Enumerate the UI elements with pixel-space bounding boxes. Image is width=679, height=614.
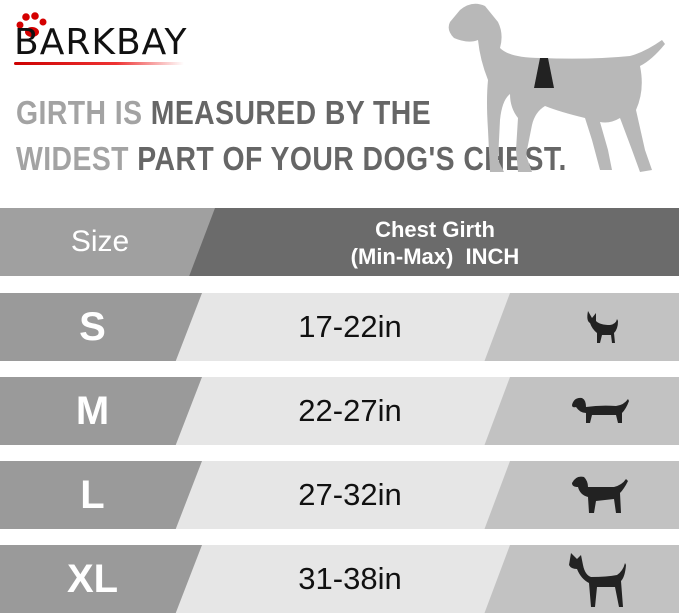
size-label: M xyxy=(75,388,110,433)
headline-text: WIDEST xyxy=(16,140,129,177)
headline-text: GIRTH IS xyxy=(16,94,143,131)
headline-line-1: GIRTH IS MEASURED BY THE xyxy=(16,94,431,132)
labrador-icon xyxy=(570,473,630,522)
size-column-header: Size xyxy=(70,225,130,258)
great-dane-icon xyxy=(567,549,627,614)
girth-range: 27-32in xyxy=(298,477,402,512)
girth-range: 22-27in xyxy=(298,393,402,428)
brand-logo xyxy=(12,10,192,70)
measuring-dog-illustration xyxy=(448,3,665,172)
girth-range: 17-22in xyxy=(298,309,402,344)
table-header: Size Chest Girth (Min-Max) INCH xyxy=(0,208,679,276)
table-row: L 27-32in xyxy=(0,461,679,529)
chihuahua-icon xyxy=(582,309,622,350)
girth-column-header: Chest Girth (Min-Max) INCH xyxy=(300,216,570,270)
table-row: S 17-22in xyxy=(0,293,679,361)
logo-text: BARKBAY xyxy=(14,22,188,63)
girth-header-line-2: (Min-Max) INCH xyxy=(350,244,520,269)
dachshund-icon xyxy=(570,393,630,434)
paw-icon xyxy=(16,12,47,37)
size-label: S xyxy=(79,304,106,349)
girth-range: 31-38in xyxy=(298,561,402,596)
logo-underline xyxy=(14,62,184,65)
size-label: L xyxy=(80,472,105,517)
size-label: XL xyxy=(66,556,119,601)
headline-text: MEASURED BY THE xyxy=(150,94,432,131)
girth-header-line-1: Chest Girth xyxy=(375,217,495,242)
table-row: XL 31-38in xyxy=(0,545,679,613)
table-row: M 22-27in xyxy=(0,377,679,445)
